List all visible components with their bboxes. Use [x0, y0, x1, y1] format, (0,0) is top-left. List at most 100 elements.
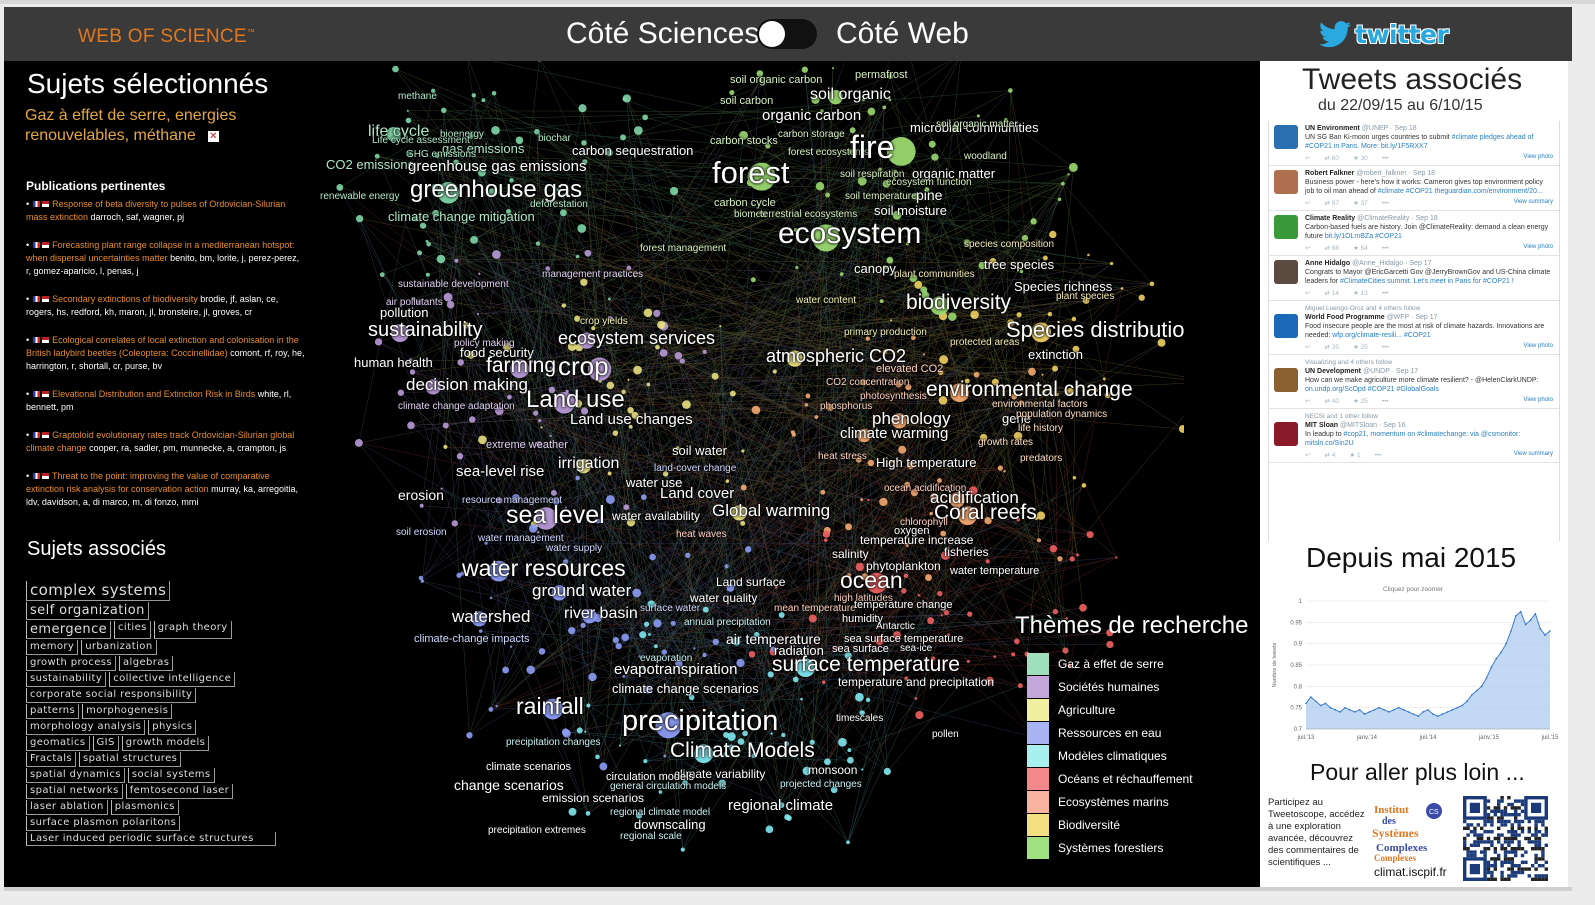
network-node[interactable]: [822, 530, 830, 538]
network-node[interactable]: [882, 180, 891, 188]
tweet-author[interactable]: World Food Programme: [1305, 314, 1385, 321]
topic-label[interactable]: tree species: [984, 257, 1055, 272]
network-node[interactable]: [457, 359, 464, 366]
network-node[interactable]: [723, 752, 728, 756]
tweet-item[interactable]: Visualizing and 4 others follow UN Develo…: [1269, 355, 1559, 409]
avatar[interactable]: [1274, 125, 1298, 149]
network-node[interactable]: [739, 130, 749, 140]
tweet-volume-chart[interactable]: Cliquez pour zoomer0.70.750.80.850.90.95…: [1266, 579, 1560, 754]
network-node[interactable]: [1057, 556, 1063, 562]
topic-label[interactable]: plant communities: [894, 269, 975, 280]
network-node[interactable]: [412, 297, 416, 301]
network-node[interactable]: [462, 322, 470, 329]
network-node[interactable]: [784, 814, 791, 821]
network-node[interactable]: [729, 89, 735, 96]
topic-hub-node[interactable]: [731, 505, 747, 521]
network-node[interactable]: [1138, 294, 1145, 301]
network-node[interactable]: [654, 644, 658, 649]
topic-label[interactable]: climate change adaptation: [398, 401, 515, 412]
topic-label[interactable]: canopy: [854, 261, 896, 276]
topic-hub-node[interactable]: [958, 506, 978, 526]
topic-label[interactable]: projected changes: [780, 779, 862, 790]
network-node[interactable]: [607, 471, 612, 476]
network-node[interactable]: [867, 498, 870, 502]
topic-label[interactable]: fisheries: [944, 545, 989, 559]
network-node[interactable]: [794, 662, 797, 665]
associated-subject-tag[interactable]: growth process: [26, 656, 117, 671]
associated-subject-tag[interactable]: corporate social responsibility: [26, 688, 197, 703]
tweet-author[interactable]: UN Environment: [1305, 125, 1360, 132]
associated-subject-tag[interactable]: laser ablation: [26, 800, 108, 815]
network-node[interactable]: [726, 583, 735, 592]
network-node[interactable]: [740, 520, 746, 526]
network-node[interactable]: [1049, 545, 1058, 553]
topic-label[interactable]: phenology: [872, 409, 951, 428]
network-node[interactable]: [584, 730, 587, 733]
network-node[interactable]: [632, 588, 641, 598]
network-node[interactable]: [661, 649, 668, 655]
network-node[interactable]: [565, 389, 569, 393]
network-node[interactable]: [577, 224, 587, 233]
network-node[interactable]: [1017, 683, 1023, 689]
network-node[interactable]: [580, 622, 586, 629]
network-node[interactable]: [1014, 638, 1020, 645]
network-node[interactable]: [640, 494, 647, 501]
topic-label[interactable]: sea surface: [832, 643, 889, 655]
network-node[interactable]: [951, 123, 960, 132]
reply-icon[interactable]: ↩: [1305, 398, 1311, 405]
topic-label[interactable]: crop: [558, 351, 609, 381]
topic-label[interactable]: emission scenarios: [542, 791, 645, 805]
topic-label[interactable]: air temperature: [726, 631, 821, 647]
topic-label[interactable]: forest management: [640, 243, 727, 254]
network-node[interactable]: [621, 633, 629, 642]
network-node[interactable]: [454, 258, 459, 263]
network-node[interactable]: [412, 216, 418, 222]
topic-hub-node[interactable]: [950, 383, 970, 403]
tweet-links[interactable]: #climate #COP21 theguardian.com/environm…: [1377, 188, 1543, 195]
network-node[interactable]: [910, 489, 918, 497]
network-node[interactable]: [419, 222, 427, 229]
network-node[interactable]: [765, 825, 774, 834]
network-node[interactable]: [1034, 516, 1039, 520]
network-node[interactable]: [1157, 338, 1166, 347]
topic-label[interactable]: carbon cycle: [714, 197, 776, 209]
network-node[interactable]: [927, 617, 935, 625]
network-node[interactable]: [882, 105, 887, 110]
network-node[interactable]: [426, 241, 431, 247]
network-node[interactable]: [702, 606, 709, 613]
network-node[interactable]: [443, 444, 448, 449]
tweet-view-link[interactable]: View summary: [1513, 199, 1553, 205]
topic-label[interactable]: evaporation: [640, 653, 693, 664]
network-node[interactable]: [718, 779, 727, 788]
topic-label[interactable]: sea level: [506, 501, 605, 529]
network-node[interactable]: [1082, 297, 1090, 304]
network-node[interactable]: [1067, 173, 1070, 176]
network-node[interactable]: [750, 277, 756, 283]
network-node[interactable]: [997, 465, 1004, 471]
topic-label[interactable]: land-cover change: [654, 463, 737, 474]
topic-label[interactable]: water management: [478, 533, 564, 544]
network-node[interactable]: [478, 629, 483, 633]
network-node[interactable]: [802, 766, 811, 776]
topic-label[interactable]: river basin: [564, 605, 638, 622]
network-node[interactable]: [1019, 269, 1024, 274]
topic-label[interactable]: organic matter: [912, 166, 996, 181]
network-node[interactable]: [336, 183, 344, 191]
network-node[interactable]: [991, 378, 999, 386]
associated-subject-tag[interactable]: self organization: [26, 602, 149, 620]
topic-label[interactable]: water supply: [546, 543, 603, 554]
topic-label[interactable]: circulation models: [606, 771, 695, 783]
favorite-count[interactable]: ★ 30: [1352, 155, 1368, 162]
network-node[interactable]: [1057, 197, 1062, 202]
network-node[interactable]: [425, 272, 430, 277]
network-node[interactable]: [1002, 384, 1007, 389]
network-node[interactable]: [606, 381, 615, 390]
network-node[interactable]: [795, 265, 799, 270]
network-node[interactable]: [419, 503, 424, 508]
topic-label[interactable]: pollen: [932, 729, 959, 740]
network-node[interactable]: [1021, 414, 1025, 418]
topic-label[interactable]: phytoplankton: [866, 559, 941, 573]
network-node[interactable]: [416, 300, 421, 305]
topic-label[interactable]: forest: [712, 155, 790, 190]
network-node[interactable]: [623, 504, 630, 511]
